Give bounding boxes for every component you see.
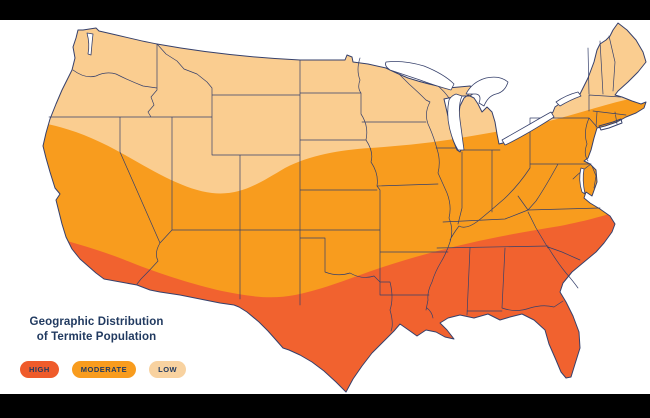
map-title: Geographic Distribution of Termite Popul… xyxy=(14,315,179,344)
lake-superior xyxy=(385,61,455,91)
lake-ontario xyxy=(555,91,582,107)
lake-erie xyxy=(501,111,555,146)
map-title-line2: of Termite Population xyxy=(36,330,157,343)
map-title-line1: Geographic Distribution xyxy=(29,316,164,328)
lake-huron xyxy=(465,76,509,107)
legend: HIGH MODERATE LOW xyxy=(20,361,187,378)
chesapeake-bay xyxy=(579,167,586,195)
legend-pill-moderate: MODERATE xyxy=(71,361,137,378)
legend-pill-high: HIGH xyxy=(20,361,59,378)
map-canvas: Geographic Distribution of Termite Popul… xyxy=(0,20,650,394)
long-island xyxy=(598,118,623,131)
top-letterbox-bar xyxy=(0,0,650,20)
puget-sound xyxy=(86,32,94,56)
bottom-letterbox-bar xyxy=(0,394,650,418)
lake-michigan xyxy=(447,93,465,151)
state-borders xyxy=(48,35,627,332)
legend-pill-low: LOW xyxy=(149,361,187,378)
